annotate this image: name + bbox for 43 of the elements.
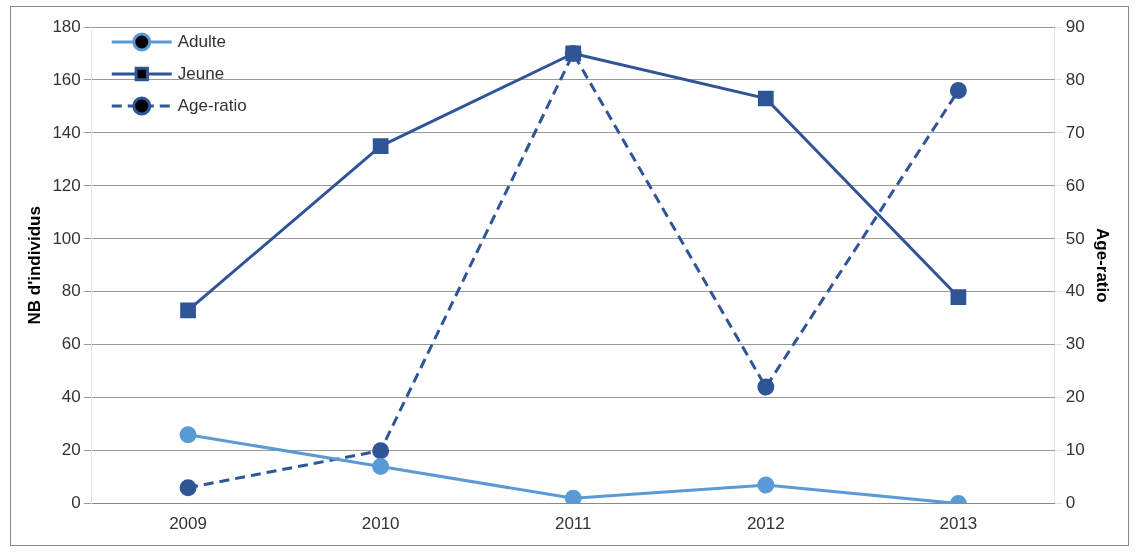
legend-label: Adulte <box>177 31 226 51</box>
y-tick-label: 0 <box>71 493 81 513</box>
point <box>372 138 389 155</box>
y2-tick-label: 60 <box>1065 175 1085 195</box>
y-tick-label: 80 <box>61 281 81 301</box>
point <box>179 479 197 497</box>
x-tick-label: 2012 <box>746 514 785 534</box>
point <box>372 458 390 476</box>
point <box>757 378 775 396</box>
legend-label: Jeune <box>177 63 225 83</box>
x-tick-label: 2011 <box>554 514 592 534</box>
y2-tick-label: 40 <box>1065 281 1085 301</box>
y2-tick-label: 30 <box>1065 334 1085 354</box>
point <box>564 489 582 504</box>
legend-label: Age-ratio <box>177 95 247 115</box>
y2-tick-label: 20 <box>1065 387 1085 407</box>
y2-tick-label: 80 <box>1065 69 1085 89</box>
point <box>949 82 967 100</box>
y-tick-label: 60 <box>61 334 81 354</box>
point <box>565 45 582 62</box>
y2-tick-label: 70 <box>1065 122 1085 142</box>
y2-tick-label: 0 <box>1065 493 1076 513</box>
x-tick-label: 2013 <box>939 514 978 534</box>
point <box>757 90 774 107</box>
y-tick-label: 40 <box>61 387 81 407</box>
y-tick-label: 120 <box>52 175 81 195</box>
y-axis-title: NB d'individus <box>24 206 44 325</box>
x-tick-label: 2009 <box>169 514 207 534</box>
y2-axis-title: Age-ratio <box>1093 227 1113 303</box>
y-tick-label: 160 <box>52 69 81 89</box>
point <box>180 302 196 319</box>
y2-tick-label: 50 <box>1065 228 1085 248</box>
y-tick-label: 140 <box>52 122 81 142</box>
y2-tick-label: 10 <box>1065 440 1085 460</box>
y-tick-label: 100 <box>52 228 81 248</box>
y2-tick-label: 90 <box>1065 16 1085 36</box>
point <box>179 426 197 444</box>
point <box>372 442 390 460</box>
point <box>950 289 967 305</box>
y-tick-label: 180 <box>52 16 81 36</box>
x-tick-label: 2010 <box>361 514 400 534</box>
y-tick-label: 20 <box>61 440 81 460</box>
point <box>757 476 775 494</box>
